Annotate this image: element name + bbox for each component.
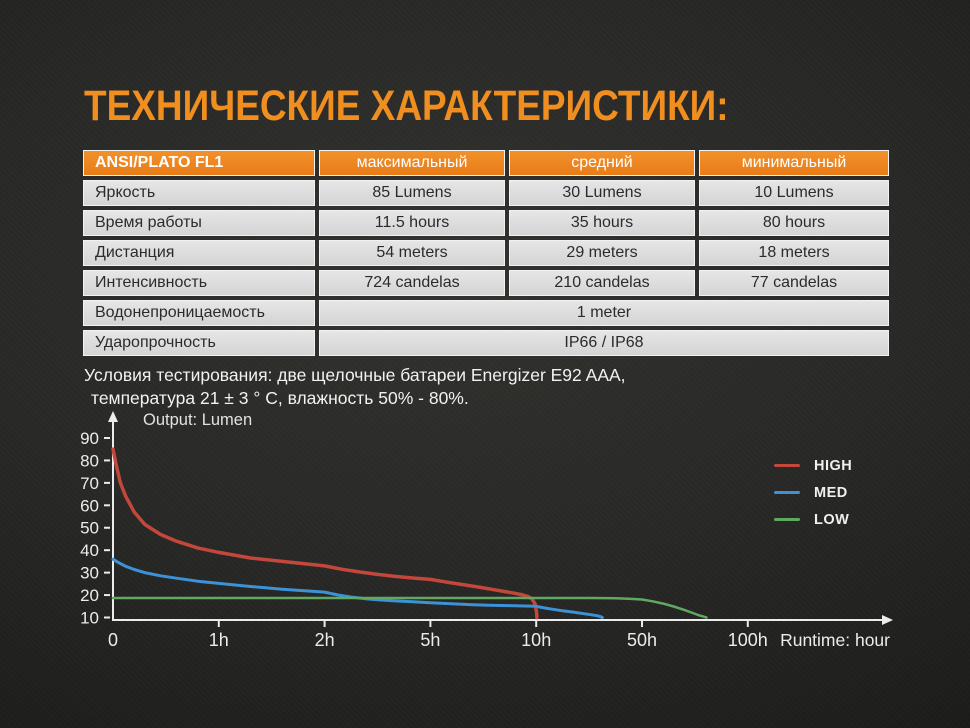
row-runtime-max: 11.5 hours xyxy=(319,210,505,236)
x-tick-label: 5h xyxy=(420,630,440,650)
row-runtime-label: Время работы xyxy=(83,210,315,236)
test-conditions-line1: Условия тестирования: две щелочные батар… xyxy=(84,365,626,385)
y-axis-title: Output: Lumen xyxy=(143,411,252,429)
x-tick-label: 10h xyxy=(521,630,551,650)
y-tick-label: 70 xyxy=(80,474,99,493)
x-tick-label: 2h xyxy=(315,630,335,650)
y-tick-label: 10 xyxy=(80,609,99,628)
x-axis-title: Runtime: hour xyxy=(780,630,890,650)
row-runtime-mid: 35 hours xyxy=(509,210,695,236)
x-tick-label: 1h xyxy=(209,630,229,650)
row-waterproof-label: Водонепроницаемость xyxy=(83,300,315,326)
table-header-min: минимальный xyxy=(699,150,889,176)
row-brightness-max: 85 Lumens xyxy=(319,180,505,206)
legend-item-high: HIGH xyxy=(774,452,852,479)
x-axis-arrow xyxy=(882,615,893,625)
legend-item-low: LOW xyxy=(774,506,852,533)
row-brightness-mid: 30 Lumens xyxy=(509,180,695,206)
row-distance-mid: 29 meters xyxy=(509,240,695,266)
series-med-line xyxy=(111,557,604,619)
page-title: ТЕХНИЧЕСКИЕ ХАРАКТЕРИСТИКИ: xyxy=(84,82,729,130)
series-low-line xyxy=(111,596,708,619)
x-tick-label: 50h xyxy=(627,630,657,650)
y-tick-label: 80 xyxy=(80,451,99,470)
series-high-line xyxy=(111,447,539,620)
spec-table: ANSI/PLATO FL1 максимальный средний мини… xyxy=(83,150,889,356)
row-impact-label: Ударопрочность xyxy=(83,330,315,356)
row-intensity-label: Интенсивность xyxy=(83,270,315,296)
row-impact-value: IP66 / IP68 xyxy=(319,330,889,356)
row-intensity-max: 724 candelas xyxy=(319,270,505,296)
row-waterproof-value: 1 meter xyxy=(319,300,889,326)
test-conditions-line2: температура 21 ± 3 ° C, влажность 50% - … xyxy=(91,388,469,408)
row-intensity-mid: 210 candelas xyxy=(509,270,695,296)
row-distance-label: Дистанция xyxy=(83,240,315,266)
legend-swatch-med-line xyxy=(774,491,800,494)
legend-swatch-low-line xyxy=(774,518,800,521)
y-tick-label: 90 xyxy=(80,429,99,448)
test-conditions: Условия тестирования: две щелочные батар… xyxy=(84,364,626,410)
row-distance-max: 54 meters xyxy=(319,240,505,266)
y-axis-arrow xyxy=(108,411,118,422)
y-tick-label: 60 xyxy=(80,496,99,515)
legend-swatch-high-line xyxy=(774,464,800,467)
x-tick-label: 100h xyxy=(728,630,768,650)
legend-label-high: HIGH xyxy=(814,457,853,474)
row-brightness-min: 10 Lumens xyxy=(699,180,889,206)
table-header-standard: ANSI/PLATO FL1 xyxy=(83,150,315,176)
y-tick-label: 50 xyxy=(80,519,99,538)
row-intensity-min: 77 candelas xyxy=(699,270,889,296)
x-tick-label: 0 xyxy=(108,630,118,650)
row-brightness-label: Яркость xyxy=(83,180,315,206)
legend-item-med: MED xyxy=(774,479,852,506)
row-runtime-min: 80 hours xyxy=(699,210,889,236)
legend-label-med: MED xyxy=(814,484,848,501)
chart-legend: HIGH MED LOW xyxy=(774,452,852,533)
row-distance-min: 18 meters xyxy=(699,240,889,266)
y-tick-label: 40 xyxy=(80,541,99,560)
y-tick-label: 30 xyxy=(80,564,99,583)
y-tick-label: 20 xyxy=(80,586,99,605)
table-header-max: максимальный xyxy=(319,150,505,176)
legend-label-low: LOW xyxy=(814,511,850,528)
table-header-mid: средний xyxy=(509,150,695,176)
